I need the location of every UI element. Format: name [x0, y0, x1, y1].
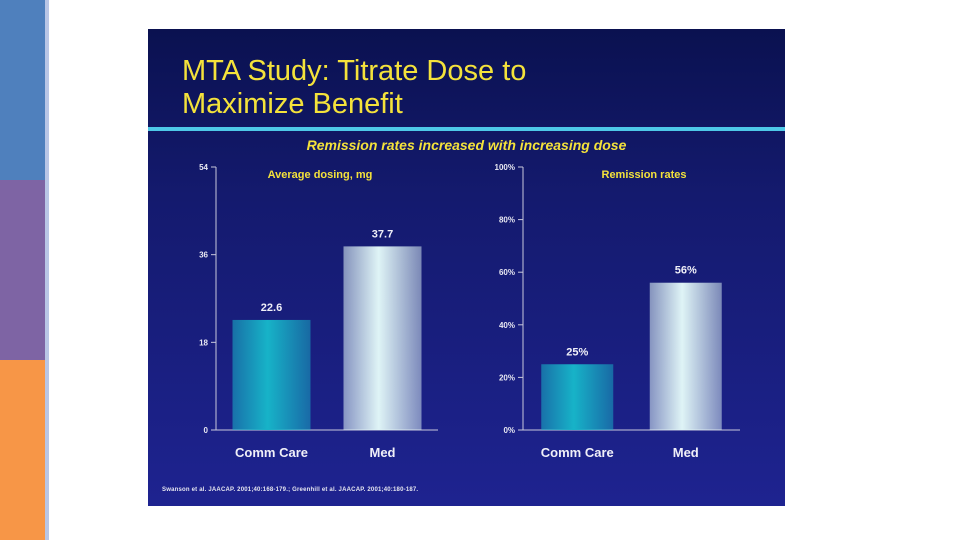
dosing-chart: 0 18 36 54 Average dosing, mg 22.6 Comm Care 37… — [199, 163, 438, 460]
slide-title-line2: Maximize Benefit — [182, 88, 403, 120]
dosing-y-tick-label: 36 — [199, 251, 208, 260]
slide-image: MTA Study: Titrate Dose to Maximize Bene… — [148, 29, 785, 506]
dosing-y-tick-label: 18 — [199, 338, 208, 347]
dosing-y-tick-label: 0 — [204, 426, 209, 435]
remission-y-tick-label: 0% — [503, 426, 515, 435]
remission-value-label: 56% — [675, 265, 697, 277]
remission-y-tick-label: 100% — [495, 163, 515, 172]
remission-category-label: Med — [673, 445, 699, 460]
dosing-value-label: 37.7 — [372, 228, 393, 240]
dosing-category-label: Comm Care — [235, 445, 308, 460]
side-divider — [45, 0, 49, 540]
slide-subtitle: Remission rates increased with increasin… — [306, 137, 627, 153]
remission-y-tick-label: 80% — [499, 216, 515, 225]
remission-y-tick-label: 20% — [499, 373, 515, 382]
remission-bar-med — [649, 282, 722, 430]
dosing-bar-comm-care — [232, 319, 311, 430]
remission-bar-comm-care — [541, 364, 614, 430]
dosing-category-label: Med — [370, 445, 396, 460]
side-bar-orange — [0, 360, 45, 540]
slide-title-line1: MTA Study: Titrate Dose to — [182, 55, 527, 87]
slide-title: MTA Study: Titrate Dose to Maximize Bene… — [182, 55, 526, 121]
side-bar-purple — [0, 180, 45, 360]
side-bar-blue — [0, 0, 45, 180]
title-rule — [148, 127, 785, 131]
remission-chart: 0% 20% 40% 60% 80% 100% Remission rates 25% Comm… — [495, 163, 740, 460]
dosing-title: Average dosing, mg — [268, 169, 373, 181]
remission-value-label: 25% — [566, 346, 588, 358]
remission-category-label: Comm Care — [541, 445, 614, 460]
dosing-y-tick-label: 54 — [199, 163, 208, 172]
remission-y-tick-label: 40% — [499, 321, 515, 330]
remission-y-tick-label: 60% — [499, 268, 515, 277]
citation-footnote: Swanson et al. JAACAP. 2001;40:168-179.;… — [162, 487, 419, 493]
remission-title: Remission rates — [602, 169, 687, 181]
dosing-bar-med — [343, 246, 422, 430]
dosing-value-label: 22.6 — [261, 302, 282, 314]
